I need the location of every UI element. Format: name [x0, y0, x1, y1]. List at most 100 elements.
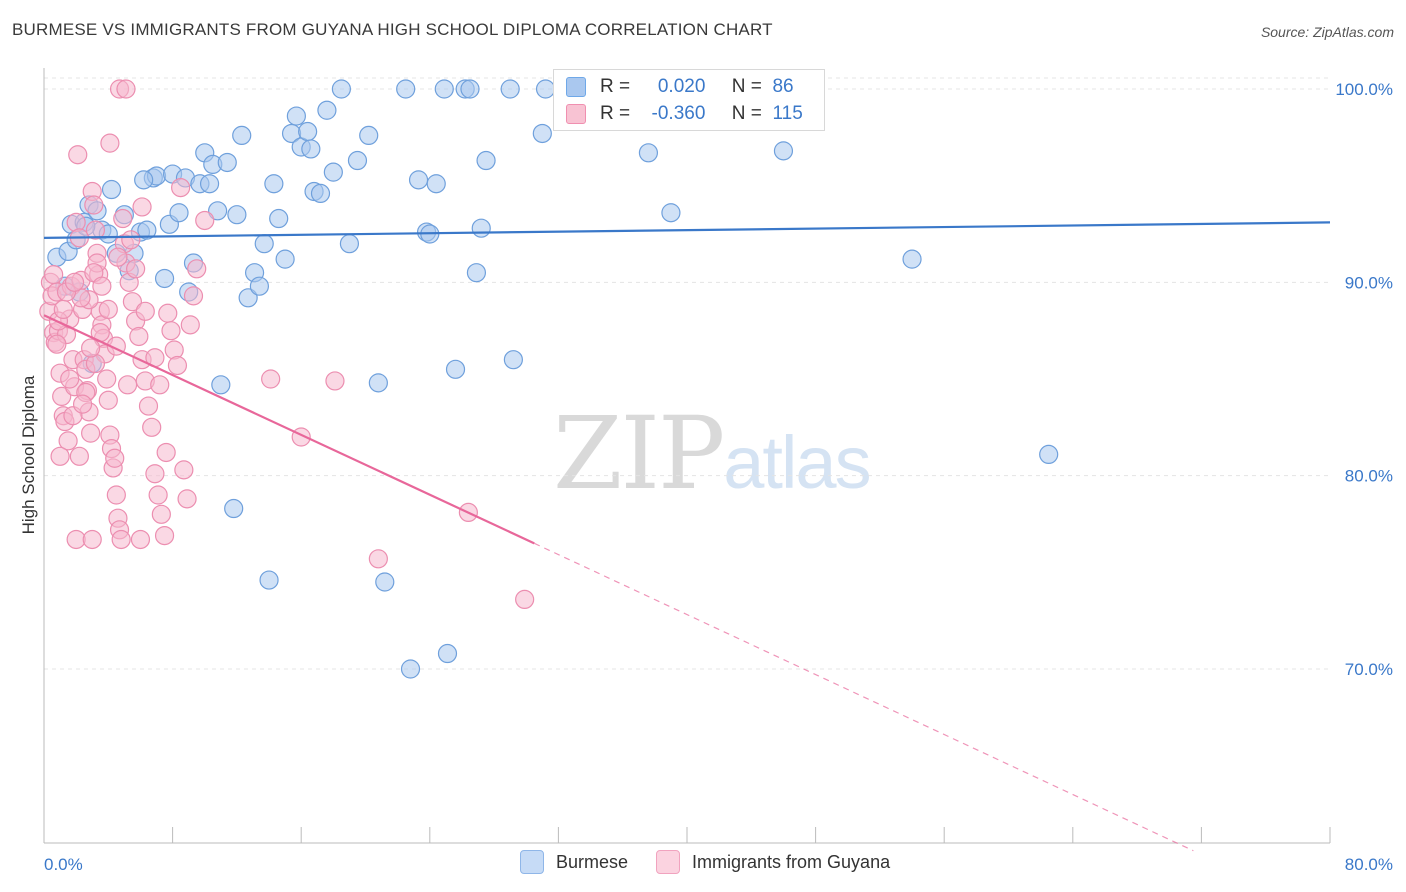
legend-swatch-guyana	[566, 104, 586, 124]
burmese-point	[169, 203, 189, 223]
burmese-point	[269, 208, 289, 229]
burmese-point	[773, 141, 794, 161]
guyana-point	[52, 386, 72, 406]
legend-n-label: N =	[731, 103, 762, 124]
burmese-point	[317, 100, 337, 120]
guyana-trend-extension	[534, 542, 1194, 852]
guyana-point	[325, 371, 345, 391]
guyana-point	[121, 230, 141, 250]
guyana-point	[154, 525, 175, 546]
guyana-point	[117, 375, 138, 395]
guyana-point	[515, 589, 535, 610]
chart-title: BURMESE VS IMMIGRANTS FROM GUYANA HIGH S…	[12, 20, 773, 39]
guyana-point	[158, 303, 178, 323]
guyana-point	[84, 195, 104, 215]
guyana-point	[151, 504, 171, 524]
guyana-point	[53, 299, 73, 319]
legend-r-value: -0.360	[651, 103, 706, 124]
guyana-point	[66, 529, 86, 550]
guyana-point	[60, 369, 80, 389]
watermark-zip: ZIP	[553, 395, 725, 512]
burmese-point	[503, 350, 523, 370]
legend-label-guyana: Immigrants from Guyana	[692, 851, 891, 872]
burmese-point	[460, 79, 480, 99]
burmese-point	[532, 123, 552, 144]
legend-row-guyana: R = -0.360 N = 115	[566, 101, 803, 127]
watermark-atlas: atlas	[723, 421, 871, 504]
watermark: ZIPatlas	[553, 395, 872, 512]
burmese-point	[638, 143, 659, 163]
burmese-point	[408, 170, 429, 190]
legend-n-value: 86	[772, 76, 794, 97]
guyana-point	[171, 178, 191, 198]
burmese-point	[1039, 444, 1059, 464]
burmese-point	[476, 150, 496, 171]
guyana-point	[106, 485, 126, 505]
burmese-point	[217, 152, 237, 173]
guyana-point	[69, 446, 89, 466]
legend-r-value: 0.020	[657, 76, 706, 97]
guyana-point	[180, 315, 200, 335]
burmese-point	[154, 268, 175, 289]
guyana-point	[105, 448, 125, 468]
guyana-point	[111, 529, 131, 550]
guyana-point	[100, 133, 120, 153]
guyana-point	[187, 259, 207, 279]
burmese-point	[310, 183, 331, 203]
guyana-point	[98, 299, 118, 319]
guyana-point	[64, 272, 85, 292]
guyana-point	[161, 321, 181, 341]
guyana-point	[368, 549, 388, 569]
guyana-point	[142, 417, 162, 437]
guyana-point	[72, 394, 93, 414]
burmese-point	[434, 79, 454, 99]
guyana-point	[66, 212, 86, 232]
legend-r-label: R =	[600, 103, 631, 124]
burmese-point	[445, 359, 466, 379]
burmese-point	[331, 79, 351, 99]
guyana-point	[58, 431, 78, 451]
burmese-point	[275, 249, 295, 269]
guyana-point	[145, 464, 165, 484]
burmese-point	[400, 659, 421, 679]
legend-r-label: R =	[600, 76, 631, 97]
guyana-point	[126, 259, 146, 279]
guyana-trend-line	[43, 314, 535, 545]
y-tick-label: 90.0%	[1345, 273, 1393, 292]
legend-n-value: 115	[772, 103, 803, 124]
y-tick-label: 100.0%	[1335, 80, 1393, 99]
burmese-point	[535, 79, 556, 99]
guyana-point	[81, 423, 101, 443]
guyana-point	[130, 529, 151, 550]
burmese-point	[301, 139, 321, 159]
legend-swatch-burmese	[520, 850, 544, 874]
guyana-point	[82, 529, 102, 550]
guyana-point	[177, 489, 197, 509]
burmese-point	[286, 106, 306, 126]
guyana-point	[85, 220, 106, 240]
legend-row-burmese: R = 0.020 N = 86	[566, 74, 794, 100]
burmese-point	[259, 570, 279, 590]
burmese-point	[347, 150, 368, 171]
y-axis-title: High School Diploma	[19, 375, 38, 534]
legend-item-guyana[interactable]: Immigrants from Guyana	[656, 850, 890, 874]
y-tick-label: 80.0%	[1345, 467, 1393, 486]
burmese-point	[232, 125, 252, 145]
guyana-point	[261, 369, 281, 389]
burmese-point	[137, 220, 157, 240]
guyana-point	[129, 326, 149, 347]
stats-legend: R = 0.020 N = 86 R = -0.360 N = 115	[553, 69, 825, 131]
guyana-point	[98, 390, 118, 410]
guyana-point	[47, 334, 67, 354]
burmese-point	[254, 234, 274, 254]
burmese-point	[368, 373, 388, 393]
guyana-point	[156, 442, 176, 463]
legend-n-label: N =	[731, 76, 762, 97]
guyana-point	[108, 247, 128, 267]
guyana-point	[135, 301, 155, 321]
series-legend: Burmese Immigrants from Guyana	[520, 850, 918, 874]
legend-item-burmese[interactable]: Burmese	[520, 850, 628, 874]
burmese-point	[298, 121, 318, 142]
guyana-point	[150, 375, 170, 395]
